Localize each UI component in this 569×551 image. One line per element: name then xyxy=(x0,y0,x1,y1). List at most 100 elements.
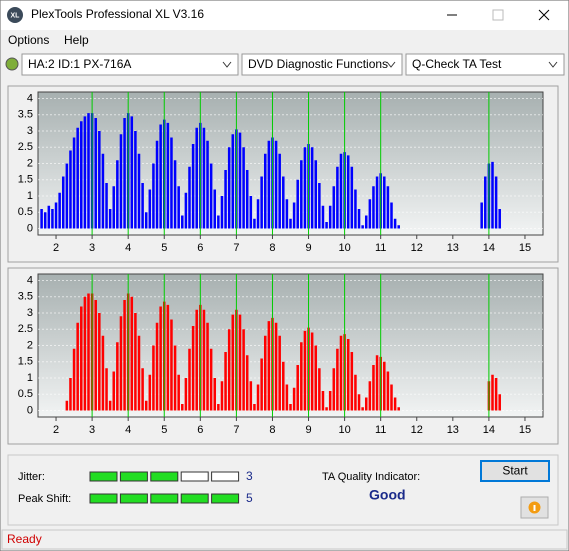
close-button[interactable] xyxy=(538,9,550,21)
bar xyxy=(383,176,386,229)
bar xyxy=(231,134,235,229)
bar xyxy=(339,335,343,411)
x-tick-label: 10 xyxy=(338,242,350,254)
bar xyxy=(263,335,267,411)
info-icon-glyph xyxy=(533,505,536,511)
bar xyxy=(498,394,501,411)
bar xyxy=(94,300,97,411)
x-tick-label: 9 xyxy=(305,424,311,436)
bar xyxy=(76,127,79,229)
jitter-label: Jitter: xyxy=(18,471,45,483)
menu-help[interactable]: Help xyxy=(64,33,89,47)
function-select-text: DVD Diagnostic Functions xyxy=(248,57,388,71)
bar xyxy=(213,378,217,411)
drive-select[interactable] xyxy=(21,53,239,76)
bar xyxy=(181,215,184,229)
bar xyxy=(300,160,303,229)
bar xyxy=(267,140,271,229)
bar xyxy=(274,140,278,229)
test-select[interactable] xyxy=(405,53,565,76)
bar xyxy=(87,293,90,411)
bar xyxy=(188,348,191,411)
x-tick-label: 15 xyxy=(519,424,531,436)
bar xyxy=(494,176,498,229)
x-tick-label: 6 xyxy=(197,242,203,254)
bar xyxy=(188,166,191,229)
bar xyxy=(256,384,260,411)
bar xyxy=(191,144,195,229)
x-tick-label: 8 xyxy=(269,242,275,254)
bar xyxy=(130,116,134,229)
bar xyxy=(357,394,361,411)
bar xyxy=(267,321,271,411)
start-button-text: Start xyxy=(502,464,528,478)
y-tick-label: 2 xyxy=(27,157,33,169)
bar xyxy=(364,397,368,411)
bar xyxy=(80,306,83,411)
bar xyxy=(152,345,155,411)
x-tick-label: 14 xyxy=(483,242,495,254)
bar xyxy=(224,352,227,411)
bar xyxy=(69,150,72,229)
y-tick-label: 0.5 xyxy=(18,388,33,400)
bar xyxy=(282,176,285,229)
bar xyxy=(155,140,159,229)
bar xyxy=(54,202,58,229)
bar xyxy=(303,147,307,229)
bar xyxy=(300,342,303,411)
bar xyxy=(72,137,76,229)
bar xyxy=(491,374,494,411)
bar xyxy=(242,329,245,411)
bar xyxy=(101,153,105,229)
y-tick-label: 2.5 xyxy=(18,141,33,153)
bar xyxy=(137,335,141,411)
bar xyxy=(303,330,307,411)
x-tick-label: 7 xyxy=(233,424,239,436)
bar xyxy=(386,371,390,411)
bar xyxy=(346,155,350,229)
bar xyxy=(177,374,180,411)
meter-box xyxy=(211,493,240,504)
quality-value: Good xyxy=(369,487,406,503)
function-select[interactable] xyxy=(241,53,403,76)
bar xyxy=(181,404,184,411)
bar xyxy=(65,400,69,411)
bar xyxy=(220,381,224,411)
bar xyxy=(346,339,350,411)
bar xyxy=(318,368,321,411)
bar xyxy=(116,160,119,229)
start-button[interactable] xyxy=(480,460,550,482)
app-icon xyxy=(7,7,23,23)
bar xyxy=(123,300,126,411)
bar xyxy=(383,361,386,411)
x-tick-label: 15 xyxy=(519,242,531,254)
bar xyxy=(361,407,364,411)
meter-box xyxy=(119,471,148,482)
bar xyxy=(83,296,87,411)
bar xyxy=(245,355,249,411)
x-tick-label: 14 xyxy=(483,424,495,436)
bar xyxy=(152,163,155,229)
bar xyxy=(209,163,213,229)
y-tick-label: 3 xyxy=(27,307,33,319)
bar xyxy=(202,309,206,411)
meter-box xyxy=(119,493,148,504)
bar xyxy=(318,183,321,229)
bar xyxy=(328,205,332,229)
bar xyxy=(141,368,144,411)
meter-value: 5 xyxy=(246,491,253,505)
x-tick-label: 4 xyxy=(125,424,131,436)
bar xyxy=(292,202,296,229)
bar xyxy=(134,131,137,229)
bar xyxy=(354,374,357,411)
bar xyxy=(227,147,231,229)
meter-box xyxy=(180,493,209,504)
menu-options[interactable]: Options xyxy=(8,33,49,47)
bar xyxy=(480,202,483,229)
x-tick-label: 13 xyxy=(447,424,459,436)
y-tick-label: 0 xyxy=(27,222,33,234)
maximize-button xyxy=(492,9,504,21)
meter-box xyxy=(89,493,118,504)
bar xyxy=(242,147,245,229)
bar xyxy=(177,186,180,229)
